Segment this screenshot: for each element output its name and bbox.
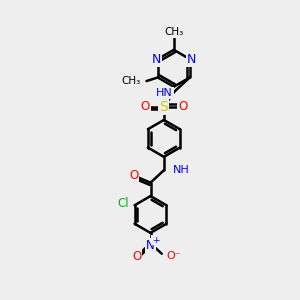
Text: O: O — [140, 100, 150, 113]
Text: CH₃: CH₃ — [121, 76, 141, 86]
Text: O: O — [178, 100, 187, 113]
Text: NH: NH — [173, 165, 190, 175]
Text: S: S — [160, 100, 168, 114]
Text: HN: HN — [156, 88, 173, 98]
Text: +: + — [152, 236, 160, 244]
Text: Cl: Cl — [117, 197, 129, 210]
Text: CH₃: CH₃ — [164, 27, 183, 37]
Text: O: O — [129, 169, 138, 182]
Text: N: N — [152, 52, 161, 66]
Text: O⁻: O⁻ — [167, 250, 181, 260]
Text: N: N — [187, 52, 196, 66]
Text: N: N — [146, 239, 155, 252]
Text: O: O — [132, 250, 142, 262]
